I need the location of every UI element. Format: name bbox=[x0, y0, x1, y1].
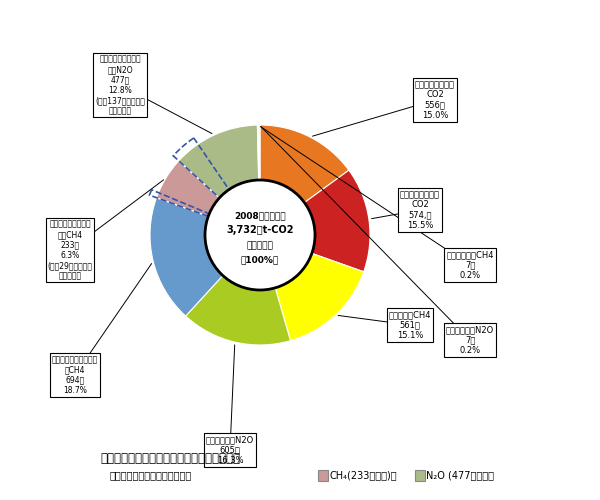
Wedge shape bbox=[259, 125, 260, 180]
Text: 2008年度排出量: 2008年度排出量 bbox=[234, 212, 286, 220]
Text: CH₄(233万トン)と: CH₄(233万トン)と bbox=[329, 470, 397, 480]
Text: 家畜消化管内発酵によ
るCH4
694万
18.7%: 家畜消化管内発酵によ るCH4 694万 18.7% bbox=[52, 355, 98, 395]
Wedge shape bbox=[150, 198, 223, 316]
Text: 稲作に伴うCH4
561万
15.1%: 稲作に伴うCH4 561万 15.1% bbox=[389, 310, 431, 340]
Text: N₂O (477万トン）: N₂O (477万トン） bbox=[427, 470, 494, 480]
Text: （100%）: （100%） bbox=[241, 256, 279, 264]
Wedge shape bbox=[157, 161, 220, 216]
Wedge shape bbox=[275, 254, 364, 340]
Text: 家畜排せつ物管理に
伴うN2O
477万
12.8%
(うち137万が養豚：
点線範囲）: 家畜排せつ物管理に 伴うN2O 477万 12.8% (うち137万が養豚： 点… bbox=[95, 54, 145, 116]
Wedge shape bbox=[185, 276, 290, 345]
Circle shape bbox=[205, 180, 315, 290]
Wedge shape bbox=[304, 170, 370, 272]
Text: （確定値）: （確定値） bbox=[247, 242, 274, 250]
Text: 農林業で発生する
CO2
556万
15.0%: 農林業で発生する CO2 556万 15.0% bbox=[415, 80, 455, 120]
Wedge shape bbox=[257, 125, 259, 180]
FancyBboxPatch shape bbox=[415, 470, 425, 481]
Text: 野焼きに伴うN2O
7万
0.2%: 野焼きに伴うN2O 7万 0.2% bbox=[446, 325, 494, 355]
Text: 家畜排泄物管理起源の排出は、: 家畜排泄物管理起源の排出は、 bbox=[110, 470, 192, 480]
Text: 水産業で発生する
CO2
574,万
15.5%: 水産業で発生する CO2 574,万 15.5% bbox=[400, 190, 440, 230]
Text: 野焼きに伴うCH4
7万
0.2%: 野焼きに伴うCH4 7万 0.2% bbox=[446, 250, 494, 280]
Text: 農業土壌からN2O
605万
16.3%: 農業土壌からN2O 605万 16.3% bbox=[206, 435, 254, 465]
Text: 3,732万t-CO2: 3,732万t-CO2 bbox=[226, 225, 294, 235]
Wedge shape bbox=[260, 125, 349, 202]
Text: 家畜排せつ物管理に
伴うCH4
233万
6.3%
(うち29万が養豚：
点線範囲）: 家畜排せつ物管理に 伴うCH4 233万 6.3% (うち29万が養豚： 点線範… bbox=[47, 220, 92, 280]
Text: 図１　農林水産業から発生する温室効果ガス: 図１ 農林水産業から発生する温室効果ガス bbox=[100, 452, 240, 466]
Wedge shape bbox=[179, 125, 259, 198]
FancyBboxPatch shape bbox=[317, 470, 328, 481]
